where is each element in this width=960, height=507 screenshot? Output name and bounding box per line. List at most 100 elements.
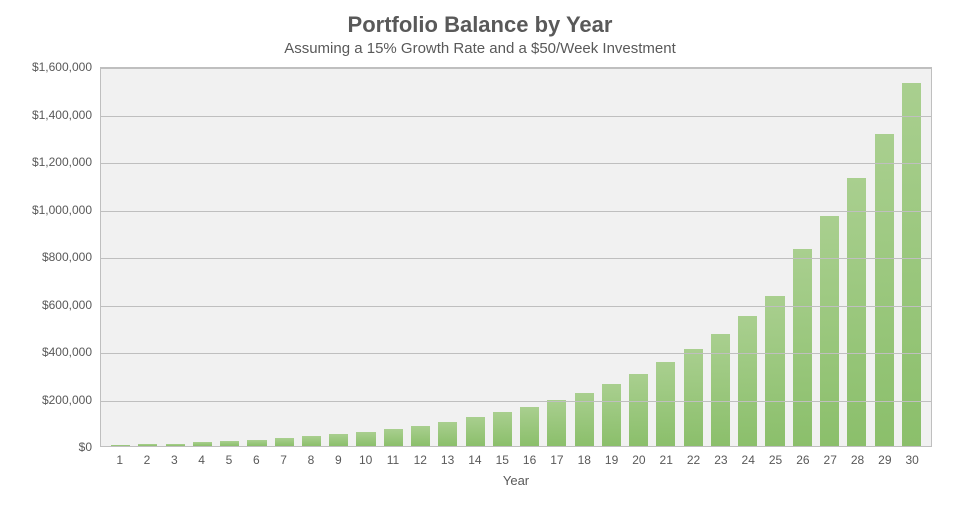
bar-slot <box>461 68 488 446</box>
bar-slot <box>843 68 870 446</box>
y-tick-label: $600,000 <box>42 298 92 312</box>
x-tick-label: 29 <box>871 453 898 467</box>
bar <box>847 178 866 446</box>
bar <box>711 334 730 446</box>
y-tick-label: $1,600,000 <box>32 60 92 74</box>
bar-slot <box>870 68 897 446</box>
bar-slot <box>325 68 352 446</box>
x-tick-label: 7 <box>270 453 297 467</box>
x-tick-label: 24 <box>735 453 762 467</box>
x-tick-label: 6 <box>243 453 270 467</box>
x-tick-label: 3 <box>161 453 188 467</box>
bar-slot <box>761 68 788 446</box>
x-tick-label: 5 <box>215 453 242 467</box>
bar-slot <box>680 68 707 446</box>
gridline <box>101 163 931 164</box>
bar <box>656 362 675 446</box>
x-tick-label: 18 <box>571 453 598 467</box>
y-tick-label: $1,000,000 <box>32 203 92 217</box>
x-tick-label: 11 <box>379 453 406 467</box>
bar-slot <box>898 68 925 446</box>
bar <box>356 432 375 446</box>
bar-slot <box>162 68 189 446</box>
y-tick-label: $1,200,000 <box>32 155 92 169</box>
bar <box>875 134 894 447</box>
bar <box>166 444 185 446</box>
gridline <box>101 116 931 117</box>
x-tick-label: 21 <box>653 453 680 467</box>
gridline <box>101 258 931 259</box>
bar-slot <box>489 68 516 446</box>
bar-slot <box>816 68 843 446</box>
bar-slot <box>134 68 161 446</box>
bar <box>384 429 403 446</box>
x-tick-label: 17 <box>543 453 570 467</box>
bar <box>193 442 212 446</box>
bar-slot <box>652 68 679 446</box>
bar <box>820 216 839 446</box>
chart-subtitle: Assuming a 15% Growth Rate and a $50/Wee… <box>18 40 942 57</box>
chart-title: Portfolio Balance by Year <box>18 12 942 38</box>
bar <box>520 407 539 446</box>
gridline <box>101 211 931 212</box>
bar <box>329 434 348 446</box>
bar-slot <box>107 68 134 446</box>
y-tick-label: $0 <box>79 440 92 454</box>
y-tick-label: $1,400,000 <box>32 108 92 122</box>
bar <box>602 384 621 446</box>
bar-slot <box>271 68 298 446</box>
gridline <box>101 68 931 69</box>
x-tick-label: 16 <box>516 453 543 467</box>
gridline <box>101 306 931 307</box>
bar-slot <box>216 68 243 446</box>
bar-slot <box>734 68 761 446</box>
x-axis: 1234567891011121314151617181920212223242… <box>100 453 932 467</box>
bar-slot <box>707 68 734 446</box>
bar <box>466 417 485 446</box>
bar <box>902 83 921 446</box>
bar-slot <box>380 68 407 446</box>
x-tick-label: 14 <box>461 453 488 467</box>
bar-slot <box>434 68 461 446</box>
plot-wrap: $0$200,000$400,000$600,000$800,000$1,000… <box>18 67 942 497</box>
bar <box>493 412 512 446</box>
x-tick-label: 4 <box>188 453 215 467</box>
bar-slot <box>598 68 625 446</box>
bar-slot <box>352 68 379 446</box>
bars-group <box>101 68 931 446</box>
bar-slot <box>543 68 570 446</box>
bar-slot <box>571 68 598 446</box>
bar <box>138 444 157 446</box>
x-tick-label: 8 <box>297 453 324 467</box>
bar <box>111 445 130 446</box>
bar-slot <box>625 68 652 446</box>
bar <box>629 374 648 446</box>
x-tick-label: 30 <box>899 453 926 467</box>
bar <box>684 349 703 446</box>
bar-slot <box>789 68 816 446</box>
x-tick-label: 12 <box>407 453 434 467</box>
bar <box>247 440 266 446</box>
bar <box>220 441 239 446</box>
x-tick-label: 19 <box>598 453 625 467</box>
bar <box>302 436 321 446</box>
x-tick-label: 22 <box>680 453 707 467</box>
x-tick-label: 28 <box>844 453 871 467</box>
x-tick-label: 9 <box>325 453 352 467</box>
gridline <box>101 401 931 402</box>
x-tick-label: 20 <box>625 453 652 467</box>
x-tick-label: 2 <box>133 453 160 467</box>
plot-area <box>100 67 932 447</box>
bar <box>438 422 457 446</box>
y-tick-label: $800,000 <box>42 250 92 264</box>
gridline <box>101 353 931 354</box>
x-tick-label: 1 <box>106 453 133 467</box>
x-tick-label: 26 <box>789 453 816 467</box>
bar-slot <box>407 68 434 446</box>
bar <box>547 400 566 446</box>
x-tick-label: 25 <box>762 453 789 467</box>
bar <box>765 296 784 446</box>
y-tick-label: $400,000 <box>42 345 92 359</box>
bar-slot <box>298 68 325 446</box>
bar-slot <box>243 68 270 446</box>
